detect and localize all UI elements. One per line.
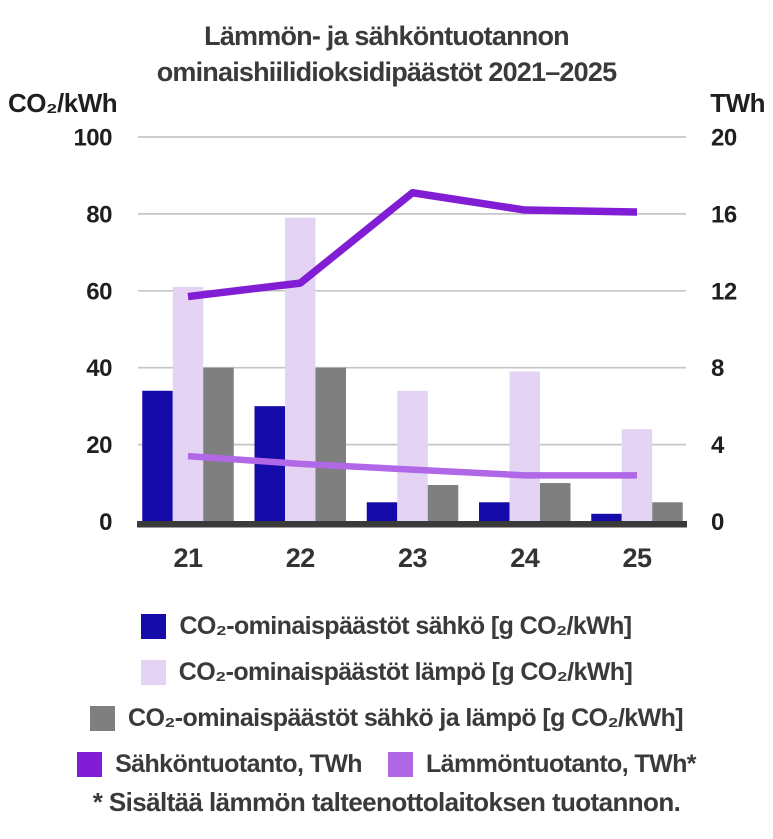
legend-item: CO₂-ominaispäästöt sähkö ja lämpö [g CO₂… [89, 703, 684, 733]
y-axis-right-tick-label: 8 [711, 355, 724, 382]
chart-title-line1: Lämmön- ja sähköntuotannon [204, 21, 570, 51]
legend-row: CO₂-ominaispäästöt sähkö ja lämpö [g CO₂… [0, 695, 773, 741]
right-axis-unit-label: TWh [710, 88, 765, 118]
bar-electricity [254, 406, 285, 526]
line-heat-production [187, 452, 637, 479]
y-axis-right-tick-label: 0 [711, 509, 724, 536]
y-axis-left-tick-label: 40 [86, 355, 112, 382]
bar-electricity [479, 502, 510, 526]
legend-row: Sähköntuotanto, TWh Lämmöntuotanto, TWh* [0, 741, 773, 787]
y-axis-left-tick-label: 60 [86, 278, 112, 305]
bar-combined [652, 502, 683, 526]
legend: CO₂-ominaispäästöt sähkö [g CO₂/kWh] CO₂-… [0, 603, 773, 787]
x-axis-tick-label: 23 [398, 543, 428, 573]
legend-item: Sähköntuotanto, TWh [77, 749, 363, 779]
bar-heat [509, 371, 540, 526]
bar-heat [397, 390, 428, 526]
x-axis-tick-label: 22 [286, 543, 315, 573]
y-axis-left-tick-label: 80 [86, 201, 112, 228]
y-axis-left-tick-label: 0 [99, 509, 112, 536]
y-axis-left-tick-label: 100 [73, 125, 112, 152]
bar-combined [315, 367, 346, 526]
chart-canvas: 0 0 20 4 40 8 60 12 80 16 100 20 21 22 23 24 25 [73, 125, 737, 574]
y-axis-right-tick-label: 12 [711, 278, 737, 305]
left-axis-unit-label: CO₂/kWh [8, 88, 118, 118]
x-axis-tick-label: 25 [622, 543, 652, 573]
x-axis-tick-label: 21 [173, 543, 203, 573]
legend-label: Lämmöntuotanto, TWh* [425, 749, 697, 778]
legend-swatch-icon [141, 613, 167, 639]
legend-swatch-icon [89, 705, 115, 731]
legend-swatch-icon [387, 751, 413, 777]
y-axis-left-tick-label: 20 [86, 432, 112, 459]
legend-item: CO₂-ominaispäästöt lämpö [g CO₂/kWh] [140, 657, 633, 687]
bar-heat [172, 286, 204, 526]
legend-label: CO₂-ominaispäästöt sähkö [g CO₂/kWh] [179, 611, 632, 640]
chart-title-line2: ominaishiilidioksidipäästöt 2021–2025 [156, 57, 617, 87]
legend-swatch-icon [77, 751, 103, 777]
chart-title: Lämmön- ja sähköntuotannon ominaishiilid… [0, 18, 773, 90]
legend-label: Sähköntuotanto, TWh [115, 749, 362, 778]
legend-label: CO₂-ominaispäästöt lämpö [g CO₂/kWh] [178, 657, 633, 686]
bar-combined [203, 367, 234, 526]
footnote: * Sisältää lämmön talteenottolaitoksen t… [92, 787, 681, 817]
legend-item: Lämmöntuotanto, TWh* [387, 749, 697, 779]
bar-combined [540, 483, 571, 526]
bar-electricity [591, 513, 622, 526]
legend-label: CO₂-ominaispäästöt sähkö ja lämpö [g CO₂… [127, 703, 684, 732]
line-electricity-production [187, 189, 638, 301]
y-axis-right-tick-label: 4 [711, 432, 725, 459]
bar-heat [285, 217, 316, 526]
y-axis-right-tick-label: 16 [711, 201, 737, 228]
x-axis-tick-label: 24 [510, 543, 540, 573]
y-axis-right-tick-label: 20 [711, 125, 737, 152]
legend-swatch-icon [140, 659, 166, 685]
bar-electricity [366, 502, 398, 526]
legend-item: CO₂-ominaispäästöt sähkö [g CO₂/kWh] [141, 611, 632, 641]
x-axis-baseline [137, 521, 687, 528]
legend-row: CO₂-ominaispäästöt lämpö [g CO₂/kWh] [0, 649, 773, 695]
legend-row: CO₂-ominaispäästöt sähkö [g CO₂/kWh] [0, 603, 773, 649]
bar-combined [427, 484, 459, 526]
bar-electricity [142, 390, 173, 526]
